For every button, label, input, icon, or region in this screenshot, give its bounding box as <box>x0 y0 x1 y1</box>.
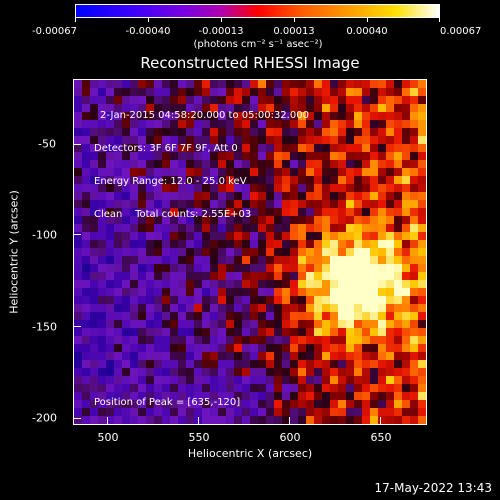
info-block: 2-Jan-2015 04:58:20.000 to 05:00:32.000 … <box>94 88 309 231</box>
y-tick <box>73 234 81 235</box>
heatmap-canvas <box>74 80 426 424</box>
colorbar-tick <box>367 18 368 22</box>
colorbar-tick <box>221 18 222 22</box>
y-tick-label: -150 <box>32 320 57 334</box>
peak-position: Position of Peak = [635,-120] <box>94 397 241 408</box>
y-tick-label: -50 <box>38 137 56 151</box>
y-tick <box>73 326 81 327</box>
colorbar-tick <box>148 18 149 22</box>
x-tick-label: 550 <box>188 431 210 444</box>
y-tick-label: -100 <box>32 228 57 242</box>
x-tick <box>289 417 290 425</box>
colorbar-tick-label: -0.00040 <box>125 26 171 37</box>
colorbar-tick <box>294 18 295 22</box>
colorbar-tick-label: -0.00013 <box>198 26 244 37</box>
time-range: 2-Jan-2015 04:58:20.000 to 05:00:32.000 <box>100 110 309 121</box>
x-tick <box>198 417 199 425</box>
colorbar-tick-label: 0.00040 <box>346 26 388 37</box>
x-tick-label: 650 <box>370 431 392 444</box>
detectors: Detectors: 3F 6F 7F 9F, Att 0 <box>94 143 238 154</box>
colorbar-tick-label: 0.00067 <box>440 26 482 37</box>
colorbar-units: (photons cm⁻² s⁻¹ asec⁻²) <box>193 39 323 50</box>
y-tick-label: -200 <box>32 411 57 425</box>
colorbar-tick-label: 0.00013 <box>273 26 315 37</box>
image-title: Reconstructed RHESSI Image <box>140 54 360 72</box>
y-tick <box>73 144 81 145</box>
x-tick <box>380 417 381 425</box>
x-tick <box>107 417 108 425</box>
clean-counts: Clean Total counts: 2.55E+03 <box>94 209 252 220</box>
colorbar-tick <box>439 18 440 22</box>
x-tick-label: 500 <box>97 431 119 444</box>
rhessi-image <box>73 79 427 425</box>
energy-range: Energy Range: 12.0 - 25.0 keV <box>94 176 247 187</box>
y-tick <box>73 418 81 419</box>
timestamp: 17-May-2022 13:43 <box>374 481 492 495</box>
y-axis-label: Heliocentric Y (arcsec) <box>7 190 21 314</box>
colorbar-tick <box>75 18 76 22</box>
x-axis-label: Heliocentric X (arcsec) <box>187 447 313 460</box>
colorbar <box>75 4 440 18</box>
x-tick-label: 600 <box>279 431 301 444</box>
colorbar-tick-label: -0.00067 <box>32 26 77 37</box>
